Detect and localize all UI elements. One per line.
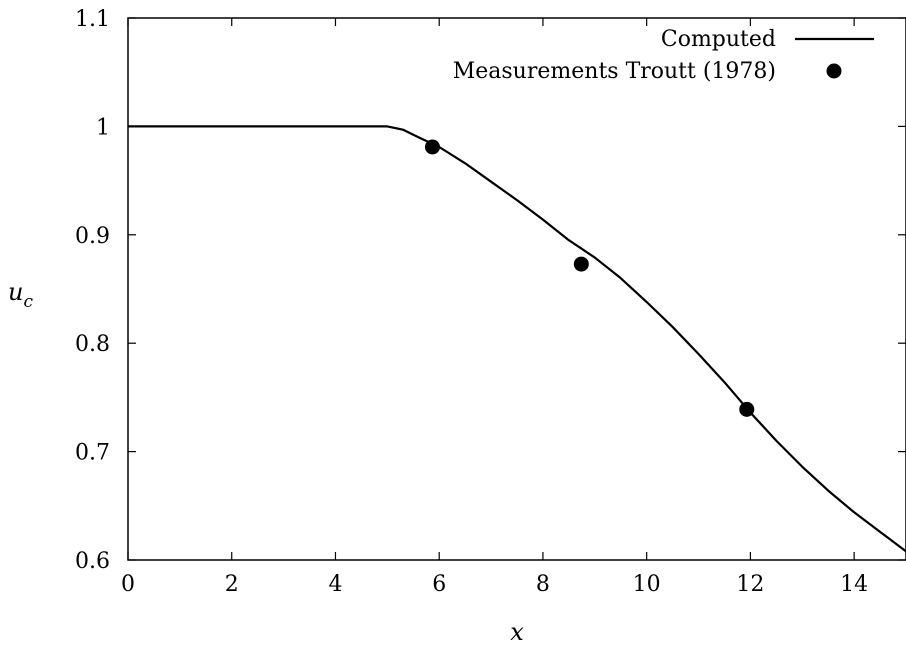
x-tick-label: 8 (536, 572, 550, 597)
y-tick-label: 0.6 (75, 549, 110, 574)
legend-label-measurements: Measurements Troutt (1978) (453, 59, 776, 84)
x-tick-label: 0 (121, 572, 135, 597)
x-tick-label: 6 (432, 572, 446, 597)
y-tick-label: 1.1 (75, 7, 110, 32)
x-tick-label: 14 (840, 572, 868, 597)
measurement-point (573, 256, 589, 272)
x-tick-label: 4 (328, 572, 342, 597)
x-tick-label: 10 (633, 572, 661, 597)
ticks-layer (127, 17, 906, 561)
x-tick-label: 2 (225, 572, 239, 597)
y-tick-label: 0.7 (75, 441, 110, 466)
legend-label-computed: Computed (661, 27, 776, 52)
y-tick-label: 0.9 (75, 224, 110, 249)
x-tick-label: 12 (736, 572, 764, 597)
y-axis-label-subscript: c (23, 292, 33, 312)
legend: Computed Measurements Troutt (1978) (453, 27, 874, 84)
y-tick-label: 1 (96, 115, 110, 140)
y-axis-label: uc (8, 278, 33, 312)
series-layer (128, 125, 906, 553)
measurement-point (739, 401, 755, 417)
tick-labels-layer: 0 2 4 6 8 10 12 14 0.6 0.7 0.8 0.9 1 1.1 (75, 7, 868, 597)
x-axis-label: x (510, 618, 524, 646)
plot-frame (127, 17, 906, 561)
measurement-point (424, 139, 440, 155)
legend-swatch-measurements (826, 63, 842, 79)
y-tick-label: 0.8 (75, 332, 110, 357)
series-line-computed (128, 125, 906, 553)
